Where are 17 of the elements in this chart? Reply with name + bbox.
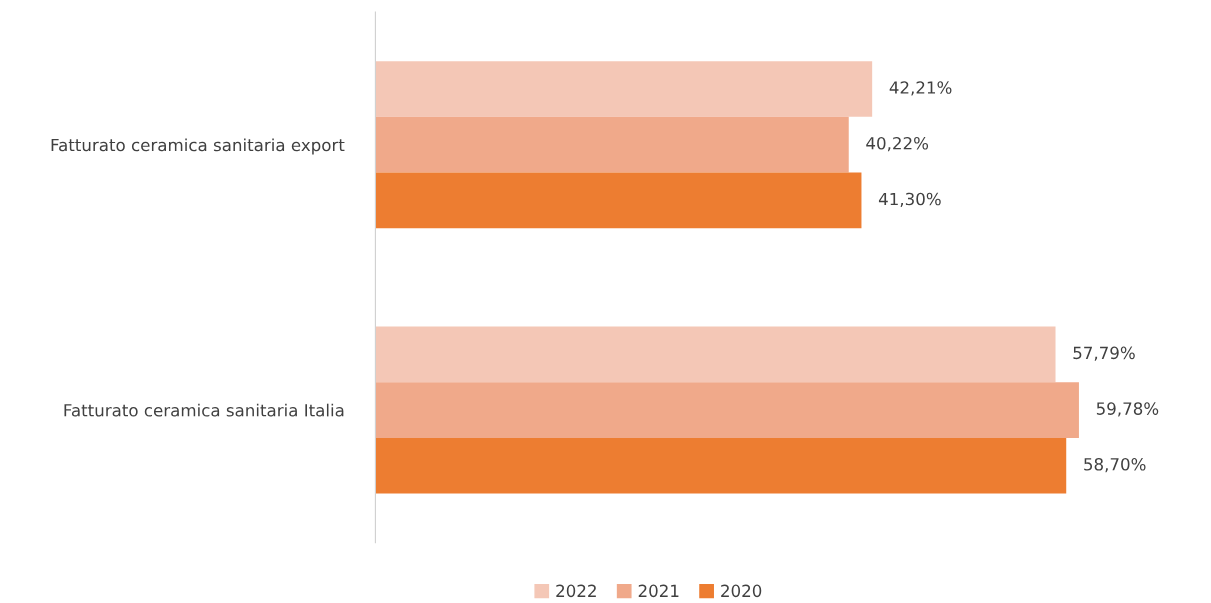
y-tick-label: Fatturato ceramica sanitaria export <box>51 138 345 155</box>
data-label: 58,70% <box>1084 457 1146 473</box>
data-label: 57,79% <box>1073 346 1135 361</box>
legend-label: 2022 <box>556 584 596 598</box>
bar <box>375 326 1056 383</box>
bar <box>375 172 862 229</box>
bar <box>375 437 1067 494</box>
bar <box>375 116 849 173</box>
y-tick-label: Fatturato ceramica sanitaria Italia <box>64 403 344 417</box>
data-label: 42,21% <box>889 81 952 96</box>
bar <box>375 382 1079 438</box>
data-label: 40,22% <box>866 136 929 152</box>
legend-label: 2020 <box>721 584 762 598</box>
data-label: 59,78% <box>1096 402 1159 417</box>
data-label: 41,30% <box>878 192 941 207</box>
bar <box>375 61 873 117</box>
legend-label: 2021 <box>638 584 679 598</box>
